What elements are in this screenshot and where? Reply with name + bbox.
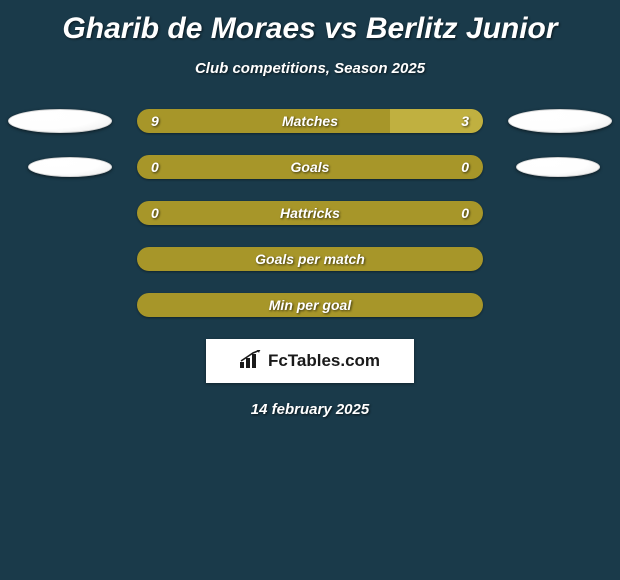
row-goals: 0 Goals 0: [0, 155, 620, 179]
bar-label: Hattricks: [280, 205, 340, 221]
row-min-per-goal: Min per goal: [0, 293, 620, 317]
row-goals-per-match: Goals per match: [0, 247, 620, 271]
player-left-avatar: [8, 109, 112, 133]
chart-icon: [240, 350, 262, 373]
bar-label: Goals: [291, 159, 330, 175]
date-label: 14 february 2025: [0, 401, 620, 418]
bar-goals: 0 Goals 0: [137, 155, 483, 179]
value-left: 9: [151, 113, 159, 129]
logo-text: FcTables.com: [268, 351, 380, 371]
player-right-avatar-small: [516, 157, 600, 177]
logo-box: FcTables.com: [206, 339, 414, 383]
value-right: 0: [461, 205, 469, 221]
value-right: 3: [461, 113, 469, 129]
logo: FcTables.com: [240, 350, 380, 373]
bar-matches: 9 Matches 3: [137, 109, 483, 133]
value-right: 0: [461, 159, 469, 175]
player-right-avatar: [508, 109, 612, 133]
player-left-avatar-small: [28, 157, 112, 177]
page-title: Gharib de Moraes vs Berlitz Junior: [0, 0, 620, 46]
comparison-rows: 9 Matches 3 0 Goals 0 0 Hattricks 0 Goal…: [0, 109, 620, 317]
bar-label: Goals per match: [255, 251, 365, 267]
bar-label: Min per goal: [269, 297, 351, 313]
row-matches: 9 Matches 3: [0, 109, 620, 133]
bar-min-per-goal: Min per goal: [137, 293, 483, 317]
value-left: 0: [151, 159, 159, 175]
row-hattricks: 0 Hattricks 0: [0, 201, 620, 225]
subtitle: Club competitions, Season 2025: [0, 60, 620, 77]
bar-hattricks: 0 Hattricks 0: [137, 201, 483, 225]
value-left: 0: [151, 205, 159, 221]
bar-label: Matches: [282, 113, 338, 129]
bar-goals-per-match: Goals per match: [137, 247, 483, 271]
